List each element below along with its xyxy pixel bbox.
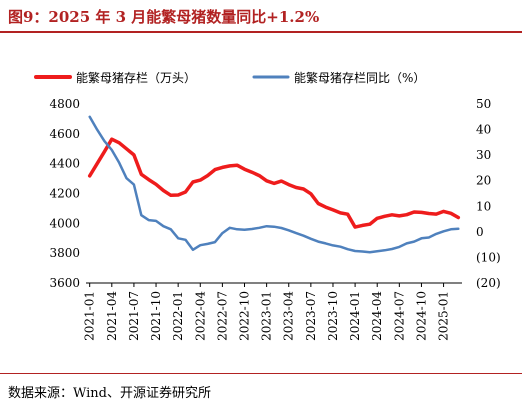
y-right-tick-label: 0 xyxy=(476,225,484,239)
y-left-tick-label: 4400 xyxy=(49,157,80,171)
x-tick-label: 2022-01 xyxy=(171,291,185,341)
chart-lines xyxy=(87,115,461,254)
x-tick-label: 2021-01 xyxy=(83,291,97,341)
y-left-tick-label: 3800 xyxy=(49,246,80,260)
x-tick-label: 2024-04 xyxy=(370,291,384,341)
y-left-tick-label: 4000 xyxy=(49,216,80,230)
x-tick-label: 2024-10 xyxy=(414,291,428,341)
x-tick-label: 2021-10 xyxy=(149,291,163,341)
x-tick-label: 2025-01 xyxy=(437,291,451,341)
series-line-1 xyxy=(87,137,461,229)
y-right-tick-label: 30 xyxy=(476,148,491,162)
x-tick-label: 2024-07 xyxy=(392,291,406,341)
y-left-tick-label: 4800 xyxy=(49,97,80,111)
figure-title: 图9：2025 年 3 月能繁母猪数量同比+1.2% xyxy=(8,8,320,26)
x-tick-label: 2021-07 xyxy=(127,291,141,341)
y-right-tick-label: 10 xyxy=(476,199,491,213)
x-tick-label: 2021-04 xyxy=(105,291,119,341)
legend-label-1: 能繁母猪存栏（万头） xyxy=(76,70,196,85)
y-right-tick-label: 50 xyxy=(476,97,491,111)
x-tick-label: 2023-07 xyxy=(304,291,318,341)
x-tick-label: 2023-01 xyxy=(260,291,274,341)
chart-legend: 能繁母猪存栏（万头） 能繁母猪存栏同比（%） xyxy=(34,70,425,85)
x-tick-label: 2024-01 xyxy=(348,291,362,341)
legend-label-2: 能繁母猪存栏同比（%） xyxy=(294,70,425,85)
x-tick-label: 2022-07 xyxy=(215,291,229,341)
x-tick-label: 2022-04 xyxy=(193,291,207,341)
y-right-tick-label: (10) xyxy=(476,250,501,264)
line-chart: 能繁母猪存栏（万头） 能繁母猪存栏同比（%） 3600 3800 4000 4200 44… xyxy=(34,70,501,341)
y-left-tick-label: 3600 xyxy=(49,276,80,290)
series-line-2 xyxy=(88,115,460,254)
x-tick-label: 2023-04 xyxy=(282,291,296,341)
y-right-tick-label: 40 xyxy=(476,123,491,137)
bottom-rule xyxy=(0,373,522,374)
x-tick-label: 2022-10 xyxy=(238,291,252,341)
source-note: 数据来源：Wind、开源证券研究所 xyxy=(8,386,211,401)
y-left-tick-label: 4600 xyxy=(49,127,80,141)
y-left-tick-label: 4200 xyxy=(49,187,80,201)
x-tick-label: 2023-10 xyxy=(326,291,340,341)
chart-axes: 3600 3800 4000 4200 4400 4600 4800 50 40 30 20 10 0 (… xyxy=(49,97,500,341)
title-rule xyxy=(0,31,522,33)
y-right-tick-label: (20) xyxy=(476,276,501,290)
y-right-tick-label: 20 xyxy=(476,174,491,188)
